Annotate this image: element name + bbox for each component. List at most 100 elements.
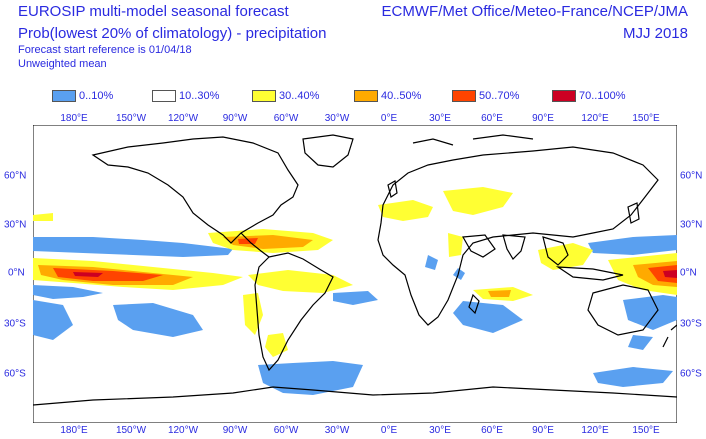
coast-southeast-asia [542,236,569,266]
shading-p30-central-asia [443,187,513,215]
coast-new-zealand [662,324,677,348]
shading-p50-caribbean [238,238,258,244]
lon-label-top: 60°W [273,113,299,124]
lon-label-bottom: 120°E [581,425,609,436]
world-map [33,125,677,423]
lon-label-bottom: 90°W [222,425,248,436]
lat-label-left: 30°S [4,318,26,330]
shading-p70-pacific [73,272,103,277]
shading-p30-southern [33,213,53,221]
title-line-2: Prob(lowest 20% of climatology) - precip… [18,25,327,42]
coast-south-america [254,252,334,372]
shading-low-pacific-south [33,285,103,299]
coast-indonesia [555,266,624,281]
shading-p30-africa-east [448,233,463,257]
lat-label-right: 30°N [680,219,703,231]
color-legend: 0..10% 10..30% 30..40% 40..50% 50..70% 7… [52,88,652,104]
shading-p30-south-america [248,270,353,293]
coast-greenland [302,134,354,168]
legend-label: 10..30% [179,90,220,102]
legend-swatch-40-50 [354,90,378,102]
legend-label: 40..50% [381,90,422,102]
shading-low-south-atlantic [333,291,378,305]
lat-label-left: 30°N [4,219,27,231]
shading-low-africa [425,255,438,270]
shading-p50-west-pacific [648,265,677,283]
legend-swatch-10-30 [152,90,176,102]
coast-arabia [462,234,496,258]
lon-label-bottom: 180°E [60,425,88,436]
legend-item: 50..70% [452,88,519,104]
forecast-start-reference: Forecast start reference is 01/04/18 [18,44,192,56]
legend-swatch-70-100 [552,90,576,102]
lon-label-top: 0°E [380,113,398,124]
lat-label-right: 60°S [680,368,702,380]
lon-label-top: 120°W [167,113,199,124]
lon-label-top: 30°W [324,113,350,124]
title-line-1: EUROSIP multi-model seasonal forecast [18,3,289,20]
coast-europe-africa [377,146,659,326]
shading-p30-maritime [538,243,593,270]
shading-low-australia-east [623,295,677,330]
coast-central-america [240,232,270,258]
shading-low-pacific-north [33,237,233,257]
lon-label-bottom: 150°W [115,425,147,436]
shading-low-southern-ocean [628,335,653,350]
lon-label-bottom: 150°E [632,425,660,436]
lon-label-bottom: 0°E [380,425,398,436]
lat-label-right: 60°N [680,170,703,182]
weighting-note: Unweighted mean [18,58,107,70]
legend-item: 30..40% [252,88,319,104]
coast-india [502,234,526,260]
coast-madagascar [468,293,480,315]
shading-low-antarctic-east [593,367,673,387]
shading-p70-west-pacific [663,270,677,278]
legend-item: 70..100% [552,88,625,104]
shading-low-south-pacific-west [33,300,73,340]
shading-low-south-pacific-central [113,303,203,337]
shading-p50-pacific [53,268,163,281]
lat-label-left: 60°N [4,170,27,182]
forecast-period: MJJ 2018 [622,25,688,42]
map-canvas [33,125,677,423]
lon-label-bottom: 30°E [429,425,451,436]
shading-low-antarctic-atlantic [258,361,363,395]
legend-swatch-0-10 [52,90,76,102]
legend-label: 50..70% [479,90,520,102]
lon-label-bottom: 120°W [167,425,199,436]
lon-label-bottom: 60°E [481,425,503,436]
lon-label-top: 90°E [532,113,554,124]
lat-label-right: 0°N [680,267,697,279]
lon-label-top: 90°W [222,113,248,124]
shading-p40-indian [488,290,511,297]
legend-label: 30..40% [279,90,320,102]
shading-p50 [53,238,677,283]
lon-label-top: 180°E [60,113,88,124]
legend-item: 0..10% [52,88,113,104]
lat-label-left: 60°S [4,368,26,380]
legend-swatch-50-70 [452,90,476,102]
coast-australia [587,284,659,336]
lat-label-right: 30°S [680,318,702,330]
coast-north-america [91,136,299,244]
coastlines [33,134,677,406]
coast-antarctica [33,386,677,406]
lon-label-top: 120°E [581,113,609,124]
lon-label-top: 150°E [632,113,660,124]
lon-label-top: 30°E [429,113,451,124]
lon-label-bottom: 30°W [324,425,350,436]
shading-low-west-pacific [588,235,677,255]
shading-p30-europe [378,200,433,221]
legend-item: 40..50% [354,88,421,104]
lon-label-bottom: 60°W [273,425,299,436]
legend-label: 70..100% [579,90,626,102]
organizations: ECMWF/Met Office/Meteo-France/NCEP/JMA [381,3,688,20]
lat-label-left: 0°N [8,267,25,279]
lon-label-bottom: 90°E [532,425,554,436]
legend-label: 0..10% [79,90,114,102]
shading-low-africa-east [453,268,465,280]
coast-arctic-islands [412,134,534,146]
legend-swatch-30-40 [252,90,276,102]
lon-label-top: 150°W [115,113,147,124]
shading-p70 [73,270,677,278]
